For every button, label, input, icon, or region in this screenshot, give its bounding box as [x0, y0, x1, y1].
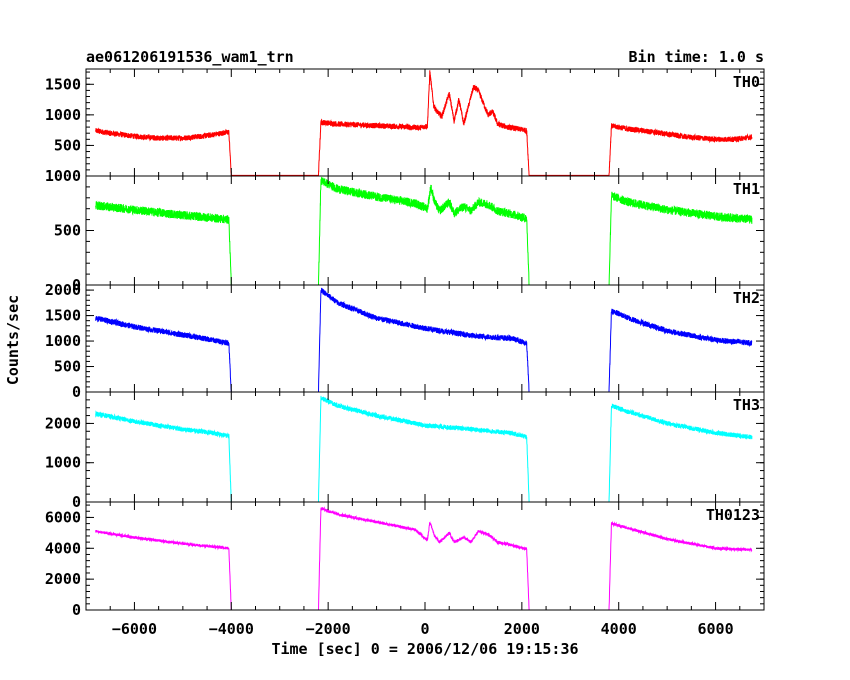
x-tick-label: −2000 — [306, 620, 351, 638]
y-tick-label: 0 — [72, 276, 81, 294]
panel-frame — [85, 175, 765, 286]
series-line-th2 — [95, 287, 753, 393]
x-tick-label: 2000 — [504, 620, 540, 638]
y-tick-label: 2000 — [45, 570, 81, 588]
y-tick-label: 500 — [54, 136, 81, 154]
x-tick-label: 0 — [420, 620, 429, 638]
y-tick-label: 2000 — [45, 414, 81, 432]
y-tick-label: 500 — [54, 358, 81, 376]
panel-frame — [85, 391, 765, 503]
y-axis-label: Counts/sec — [4, 295, 22, 385]
y-tick-label: 1000 — [45, 167, 81, 185]
y-tick-label: 1000 — [45, 332, 81, 350]
panel-label-th0: TH0 — [733, 73, 760, 91]
panel-th3: 0 1000 2000 TH3 — [45, 391, 765, 511]
x-axis-label: Time [sec] 0 = 2006/12/06 19:15:36 — [271, 640, 578, 658]
series-line-th1 — [95, 176, 753, 286]
x-tick-label: −4000 — [209, 620, 254, 638]
panel-th0123: 0 2000 4000 6000 TH0123 — [45, 501, 765, 619]
y-tick-label: 4000 — [45, 539, 81, 557]
panels-group: 500 1000 1500 TH0 0 500 1000 TH1 0 500 1000 1500 200… — [45, 68, 765, 619]
y-tick-label: 1500 — [45, 307, 81, 325]
panel-frame — [85, 501, 765, 611]
panel-th0: 500 1000 1500 TH0 — [45, 68, 765, 177]
y-tick-label: 0 — [72, 601, 81, 619]
y-tick-label: 0 — [72, 383, 81, 401]
panel-label-th3: TH3 — [733, 396, 760, 414]
y-tick-label: 2000 — [45, 281, 81, 299]
y-tick-label: 0 — [72, 493, 81, 511]
y-tick-label: 500 — [54, 222, 81, 240]
x-tick-label: 6000 — [698, 620, 734, 638]
panel-frame — [85, 68, 765, 177]
series-line-th0123 — [95, 506, 753, 611]
chart-title: ae061206191536_wam1_trn — [86, 48, 294, 66]
series-line-th0 — [95, 70, 753, 176]
panel-frame — [85, 284, 765, 393]
panel-label-th2: TH2 — [733, 289, 760, 307]
y-tick-label: 1500 — [45, 75, 81, 93]
y-tick-label: 1000 — [45, 106, 81, 124]
panel-label-th0123: TH0123 — [706, 506, 760, 524]
x-tick-label: −6000 — [112, 620, 157, 638]
panel-th2: 0 500 1000 1500 2000 TH2 — [45, 281, 765, 401]
bin-time-label: Bin time: 1.0 s — [629, 48, 764, 66]
panel-th1: 0 500 1000 TH1 — [45, 167, 765, 294]
x-tick-label: 4000 — [601, 620, 637, 638]
y-tick-label: 6000 — [45, 508, 81, 526]
y-tick-label: 1000 — [45, 454, 81, 472]
panel-label-th1: TH1 — [733, 180, 760, 198]
series-line-th3 — [95, 395, 753, 503]
x-axis: −6000 −4000 −2000 0 2000 4000 6000 — [112, 620, 734, 638]
